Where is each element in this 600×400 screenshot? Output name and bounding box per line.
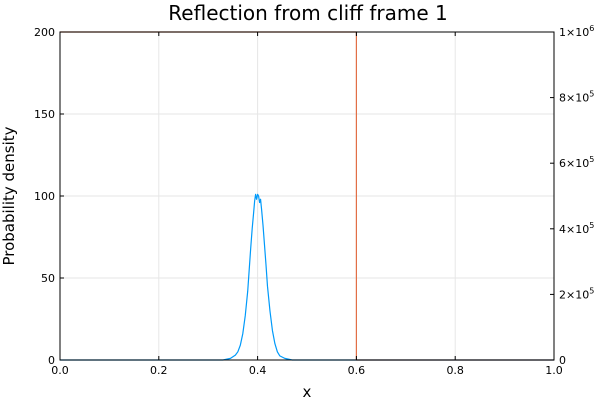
- x-tick-label: 0.4: [249, 364, 267, 377]
- x-tick-label: 0.0: [51, 364, 69, 377]
- x-axis-label: x: [303, 383, 312, 400]
- series-line-1: [60, 193, 554, 361]
- x-tick-label: 1.0: [545, 364, 563, 377]
- y-tick-label: 0: [48, 354, 55, 367]
- y2-tick-label: 8×105: [559, 90, 594, 105]
- chart-title: Reflection from cliff frame 1: [168, 1, 447, 25]
- x-tick-label: 0.2: [150, 364, 168, 377]
- x-tick-label: 0.6: [348, 364, 366, 377]
- y2-tick-label: 0: [559, 354, 566, 367]
- y-tick-label: 50: [41, 272, 55, 285]
- y-tick-label: 100: [34, 190, 55, 203]
- y-axis-label: Probability density: [0, 126, 18, 265]
- x-tick-label: 0.8: [446, 364, 464, 377]
- y2-tick-label: 4×105: [559, 221, 594, 236]
- ticks: 0.0 0.2 0.4 0.6 0.8 1.005010015020002×1054×10…: [34, 24, 594, 377]
- y2-tick-label: 2×105: [559, 286, 594, 301]
- grid: [59, 31, 555, 361]
- y2-tick-label: 6×105: [559, 155, 594, 170]
- y-tick-label: 150: [34, 108, 55, 121]
- y2-tick-label: 1×106: [559, 24, 594, 39]
- y-tick-label: 200: [34, 26, 55, 39]
